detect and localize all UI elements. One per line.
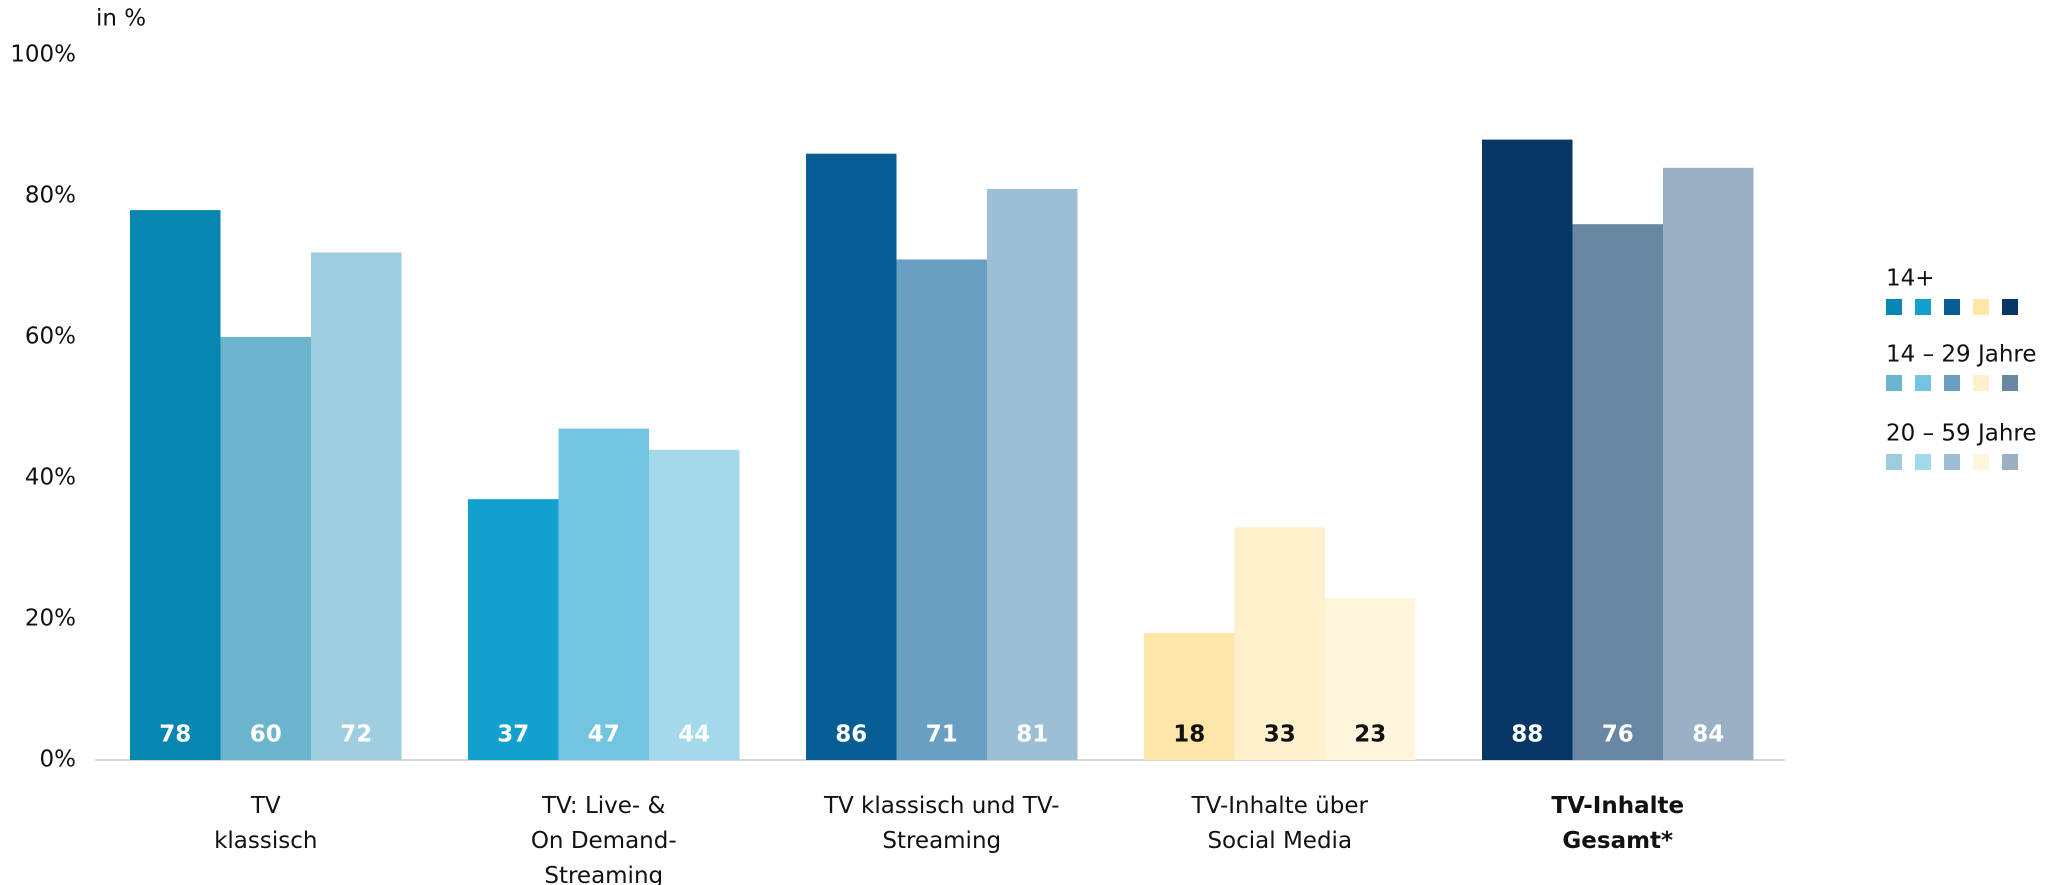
- legend-swatch: [1886, 299, 1902, 315]
- bar: [649, 449, 740, 760]
- legend-swatch: [1944, 454, 1960, 470]
- bar: [558, 428, 649, 760]
- legend-swatch: [1915, 299, 1931, 315]
- legend-swatch: [1973, 454, 1989, 470]
- legend-swatch: [1915, 454, 1931, 470]
- y-tick-label: 20%: [25, 606, 76, 632]
- value-label: 86: [835, 722, 867, 748]
- legend-label: 14 – 29 Jahre: [1886, 342, 2037, 368]
- value-label: 37: [497, 722, 529, 748]
- legend-label: 20 – 59 Jahre: [1886, 421, 2037, 447]
- legend-swatch: [1886, 375, 1902, 391]
- value-label: 81: [1016, 722, 1048, 748]
- bar: [1663, 167, 1754, 761]
- legend-swatch: [2002, 454, 2018, 470]
- bar: [1572, 224, 1663, 760]
- y-tick-label: 60%: [25, 324, 76, 350]
- legend-swatch: [1973, 299, 1989, 315]
- value-label: 71: [926, 722, 958, 748]
- y-axis-label: in %: [96, 6, 146, 32]
- legend-swatch: [1886, 454, 1902, 470]
- value-label: 60: [250, 722, 282, 748]
- value-label: 84: [1692, 722, 1724, 748]
- value-label: 18: [1173, 722, 1205, 748]
- bar: [987, 188, 1078, 760]
- value-label: 33: [1264, 722, 1296, 748]
- legend-swatch: [1944, 299, 1960, 315]
- x-tick-label: TV klassisch und TV-Streaming: [823, 793, 1060, 854]
- value-label: 23: [1354, 722, 1386, 748]
- bar: [1482, 139, 1573, 761]
- y-tick-label: 80%: [25, 183, 76, 209]
- bar: [311, 252, 402, 760]
- bar: [896, 259, 987, 760]
- legend-swatch: [1915, 375, 1931, 391]
- value-label: 72: [340, 722, 372, 748]
- x-tick-label: TV-Inhalte über Social Media: [1191, 793, 1369, 854]
- bar: [1144, 633, 1235, 760]
- value-label: 47: [588, 722, 620, 748]
- bar: [1325, 597, 1416, 760]
- y-tick-label: 0%: [40, 747, 77, 773]
- legend-swatch: [1944, 375, 1960, 391]
- legend-swatch: [2002, 375, 2018, 391]
- legend-label: 14+: [1886, 266, 1935, 292]
- value-label: 78: [159, 722, 191, 748]
- y-tick-label: 100%: [10, 42, 76, 68]
- legend-swatch: [2002, 299, 2018, 315]
- value-label: 76: [1602, 722, 1634, 748]
- value-label: 44: [678, 722, 710, 748]
- bar: [130, 210, 221, 761]
- x-tick-label: TV: Live- & On Demand-Streaming: [531, 793, 677, 885]
- y-tick-label: 40%: [25, 465, 76, 491]
- legend-swatch: [1973, 375, 1989, 391]
- x-tick-label: TV klassisch: [214, 793, 317, 854]
- bar: [1234, 527, 1325, 760]
- value-label: 88: [1511, 722, 1543, 748]
- bar: [468, 499, 559, 760]
- x-tick-label: TV-Inhalte Gesamt*: [1551, 793, 1684, 854]
- bar: [806, 153, 897, 760]
- bar: [220, 337, 311, 760]
